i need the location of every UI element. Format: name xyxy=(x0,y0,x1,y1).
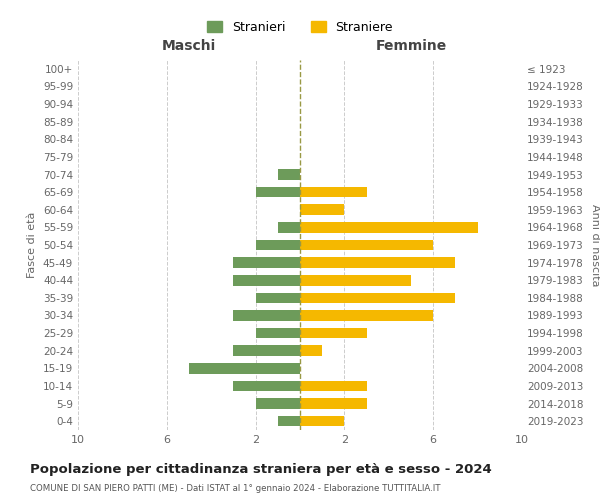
Bar xyxy=(300,222,478,232)
Bar xyxy=(300,292,455,303)
Bar xyxy=(278,416,300,426)
Bar xyxy=(189,363,300,374)
Bar xyxy=(256,292,300,303)
Bar xyxy=(256,328,300,338)
Bar xyxy=(300,328,367,338)
Bar xyxy=(256,398,300,409)
Bar xyxy=(233,310,300,321)
Bar xyxy=(278,222,300,232)
Bar xyxy=(300,258,455,268)
Bar xyxy=(300,310,433,321)
Y-axis label: Fasce di età: Fasce di età xyxy=(28,212,37,278)
Bar xyxy=(300,204,344,215)
Bar xyxy=(233,346,300,356)
Bar xyxy=(300,380,367,391)
Bar xyxy=(300,187,367,198)
Bar xyxy=(300,416,344,426)
Bar xyxy=(233,275,300,285)
Bar xyxy=(300,346,322,356)
Bar xyxy=(256,187,300,198)
Bar xyxy=(300,240,433,250)
Y-axis label: Anni di nascita: Anni di nascita xyxy=(590,204,600,286)
Bar xyxy=(233,258,300,268)
Bar xyxy=(278,169,300,180)
Text: Maschi: Maschi xyxy=(162,39,216,53)
Bar xyxy=(233,380,300,391)
Text: Femmine: Femmine xyxy=(376,39,446,53)
Bar xyxy=(256,240,300,250)
Bar xyxy=(300,275,411,285)
Text: COMUNE DI SAN PIERO PATTI (ME) - Dati ISTAT al 1° gennaio 2024 - Elaborazione TU: COMUNE DI SAN PIERO PATTI (ME) - Dati IS… xyxy=(30,484,440,493)
Bar xyxy=(300,398,367,409)
Text: Popolazione per cittadinanza straniera per età e sesso - 2024: Popolazione per cittadinanza straniera p… xyxy=(30,462,492,475)
Legend: Stranieri, Straniere: Stranieri, Straniere xyxy=(202,16,398,38)
